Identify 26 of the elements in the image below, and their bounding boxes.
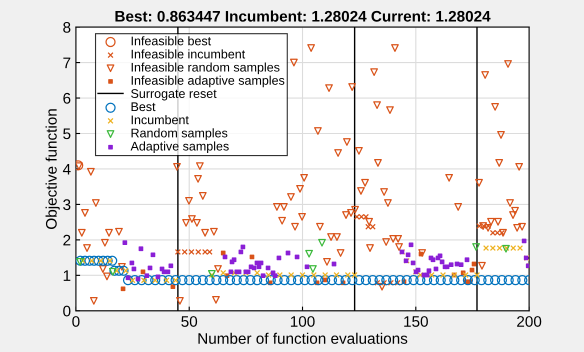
x-axis-title: Number of function evaluations [198, 332, 408, 344]
y-tick-label: 8 [63, 22, 70, 33]
y-tick-label: 4 [62, 164, 71, 174]
legend-label: Infeasible adaptive samples [132, 76, 284, 88]
y-tick-label: 3 [63, 199, 70, 210]
y-tick-label: 2 [63, 234, 70, 246]
legend-label: Infeasible random samples [132, 62, 280, 74]
legend-label: Incumbent [132, 115, 189, 124]
ref-line-label: Surrogate reset [131, 89, 217, 100]
y-axis-title: Objective function [46, 109, 60, 229]
legend-label: Infeasible best [132, 36, 212, 46]
legend-label: Adaptive samples [130, 141, 229, 154]
chart-title: Best: 0.863447 Incumbent: 1.28024 Current: 1.28024 [115, 10, 491, 22]
x-tick-label: 150 [404, 316, 428, 327]
legend-label: Infeasible incumbent [132, 49, 246, 59]
x-tick-label: 100 [290, 316, 315, 327]
legend-label: Best [132, 102, 156, 112]
y-tick-label: 0 [63, 306, 70, 316]
legend-label: Random samples [132, 128, 228, 140]
x-tick-label: 0 [72, 316, 80, 327]
y-tick-label: 5 [63, 128, 70, 140]
y-tick-label: 6 [63, 92, 70, 104]
x-tick-label: 50 [181, 316, 198, 327]
y-tick-label: 1 [64, 270, 70, 281]
y-tick-label: 7 [63, 58, 70, 68]
x-tick-label: 200 [517, 316, 542, 327]
